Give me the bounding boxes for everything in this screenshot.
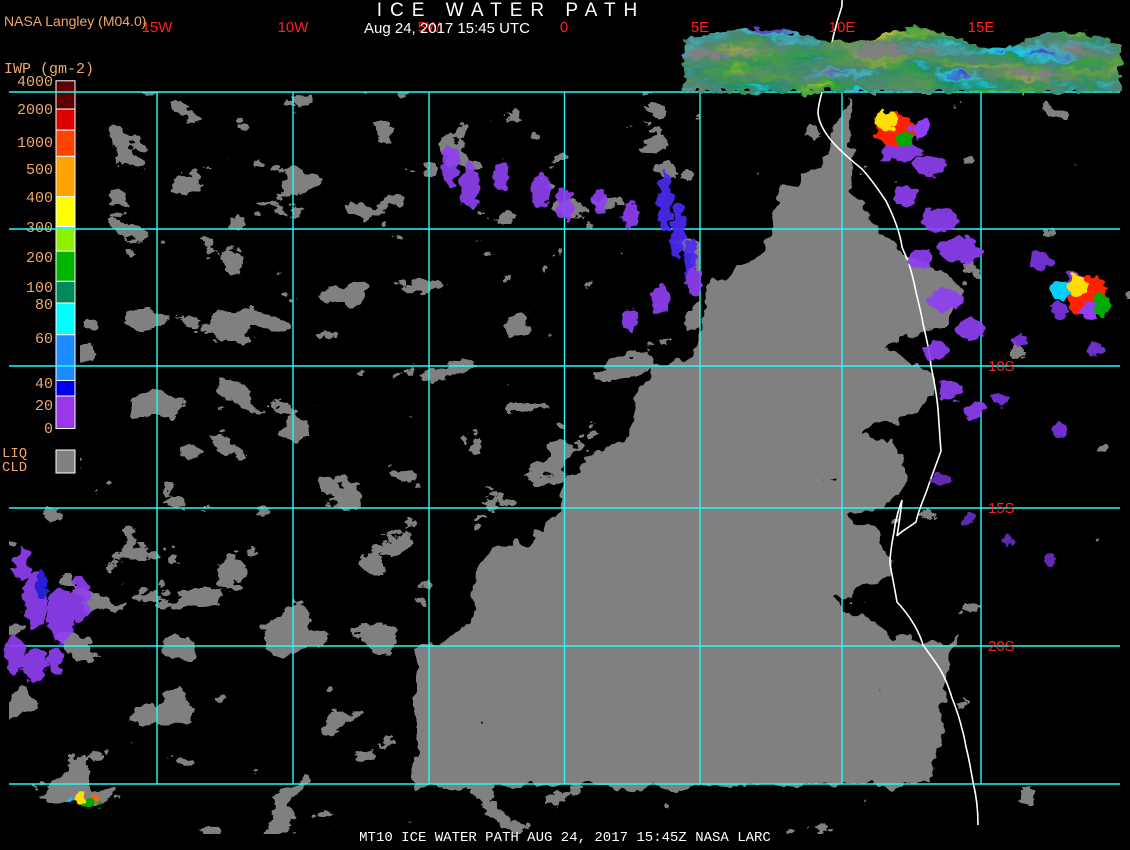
svg-text:10E: 10E: [829, 19, 856, 36]
svg-text:MT10 ICE WATER PATH AUG 2: MT10 ICE WATER PATH AUG 24, 2017 15:45Z …: [359, 830, 771, 846]
svg-text:15E: 15E: [968, 19, 995, 36]
svg-text:10S: 10S: [988, 358, 1015, 375]
svg-text:10W: 10W: [278, 19, 310, 36]
svg-text:400: 400: [26, 190, 53, 207]
svg-text:4000: 4000: [17, 74, 53, 91]
svg-text:0: 0: [44, 421, 53, 438]
svg-text:40: 40: [35, 376, 53, 393]
svg-text:20S: 20S: [988, 638, 1015, 655]
svg-text:200: 200: [26, 250, 53, 267]
svg-text:Aug 24, 2017 15:45 UTC: Aug 24, 2017 15:45 UTC: [364, 20, 530, 37]
svg-text:NASA Langley (M04.0): NASA Langley (M04.0): [4, 13, 146, 29]
svg-text:100: 100: [26, 280, 53, 297]
svg-text:0: 0: [560, 19, 568, 36]
svg-text:15S: 15S: [988, 500, 1015, 517]
svg-text:80: 80: [35, 297, 53, 314]
svg-text:5E: 5E: [691, 19, 709, 36]
svg-text:20: 20: [35, 398, 53, 415]
svg-text:1000: 1000: [17, 135, 53, 152]
svg-text:60: 60: [35, 331, 53, 348]
svg-text:CLD: CLD: [2, 460, 27, 476]
svg-text:ICE WATER PATH: ICE WATER PATH: [377, 0, 646, 21]
svg-text:2000: 2000: [17, 102, 53, 119]
svg-text:500: 500: [26, 162, 53, 179]
